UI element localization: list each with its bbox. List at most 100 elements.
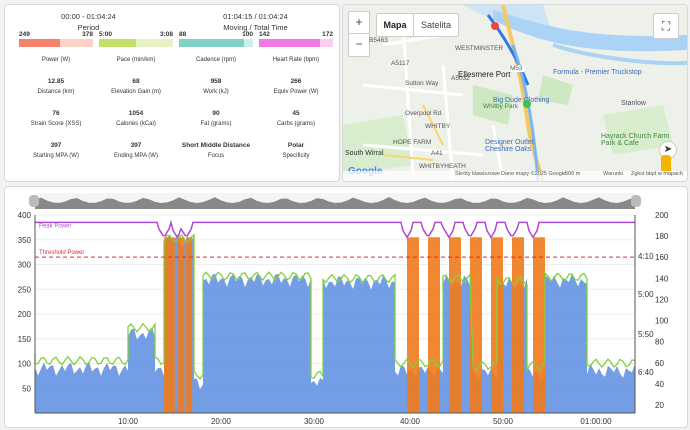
heart-rate-range-rest (320, 39, 333, 47)
y-tick-left: 250 (18, 285, 32, 294)
power-chart[interactable]: 400 350 300 250 200 150 100 50 200 180 160 140 120 10… (5, 187, 687, 427)
interval-block (428, 237, 440, 413)
route-start-marker[interactable] (491, 22, 499, 30)
zoom-in-button[interactable]: + (348, 11, 370, 35)
pace-range-bar (99, 39, 173, 47)
power-range-rest (60, 39, 93, 47)
heart-rate-max: 172 (322, 31, 333, 38)
metric-label: Focus (207, 153, 225, 159)
route-map[interactable]: + − Mapa Satelita ⛶ Ellesmere Port WESTM… (342, 4, 688, 182)
map-footer (343, 171, 687, 181)
map-data-credit: Dane mapy ©2025 Google (501, 171, 567, 177)
map-label-whitbyheath: WHITBYHEATH (419, 163, 466, 170)
metric: 958 Work (kJ) (176, 77, 256, 97)
metric-value: 45 (292, 110, 300, 117)
map-label-hayrack: Hayrack Church Farm Park & Cafe (601, 133, 670, 147)
fullscreen-button[interactable]: ⛶ (653, 13, 679, 39)
interval-block (177, 237, 185, 413)
y-tick-left: 100 (18, 360, 32, 369)
interval-block (186, 237, 193, 413)
x-tick: 20:00 (211, 417, 232, 426)
interval-block (533, 237, 545, 413)
metric-value: 397 (130, 142, 142, 149)
map-label-b5463: B5463 (369, 37, 388, 44)
metric-label: Work (kJ) (203, 89, 229, 95)
period-header: 00:00 - 01:04:24 Period (5, 11, 172, 33)
pegman-icon[interactable] (661, 155, 671, 173)
map-label-ellesmere: Ellesmere Port (458, 70, 511, 79)
y-tick-pace: 5:50 (638, 330, 654, 339)
y-tick-left: 300 (18, 261, 32, 270)
metric-label: Calories (kCal) (116, 121, 156, 127)
y-tick-left: 200 (18, 310, 32, 319)
y-tick-hr: 60 (655, 359, 664, 368)
power-range-fill (19, 39, 60, 47)
map-label-hope-farm: HOPE FARM (393, 139, 432, 146)
x-tick: 10:00 (118, 417, 139, 426)
power-chart-panel: 400 350 300 250 200 150 100 50 200 180 160 140 120 10… (4, 186, 688, 428)
y-tick-hr: 100 (655, 317, 669, 326)
y-tick-hr: 40 (655, 380, 664, 389)
y-tick-left: 150 (18, 335, 32, 344)
map-label-a5117: A5117 (391, 60, 410, 67)
pace-min: 5:00 (99, 31, 113, 38)
pace-max: 3:08 (159, 31, 173, 38)
map-report-link[interactable]: Zgłoś błąd w mapach (631, 171, 683, 177)
power-range-bar (19, 39, 93, 47)
route-end-marker[interactable] (523, 100, 531, 108)
heart-rate-label: Heart Rate (bpm) (272, 57, 320, 63)
metric-label: Strain Score (XSS) (30, 121, 82, 127)
map-label-formula: Formula - Premier Truckstop (553, 69, 642, 76)
metric-label: Carbs (grams) (276, 121, 316, 127)
metric-label: Fat (grams) (200, 121, 232, 127)
y-tick-left: 50 (22, 384, 31, 393)
zoom-out-button[interactable]: − (348, 33, 370, 57)
map-label-whitby-park: Whitby Park (483, 103, 519, 110)
cadence-min: 88 (179, 31, 187, 38)
period-value: 00:00 - 01:04:24 (61, 12, 116, 21)
metric-value: 397 (50, 142, 62, 149)
map-label-a41: A41 (431, 150, 443, 157)
y-tick-left: 350 (18, 236, 32, 245)
metric-label: Ending MPA (W) (114, 153, 158, 159)
heart-rate-min: 142 (259, 31, 270, 38)
map-terms-link[interactable]: Warunki (603, 171, 623, 177)
metric-value: 68 (132, 78, 140, 85)
metric: 397 Starting MPA (W) (16, 141, 96, 161)
y-tick-pace: 6:40 (638, 368, 654, 377)
pace-range-rest (136, 39, 173, 47)
power-min: 249 (19, 31, 30, 38)
moving-value: 01:04:15 / 01:04:24 (223, 12, 288, 21)
pace-range-fill (99, 39, 136, 47)
y-tick-hr: 20 (655, 401, 664, 410)
map-label-stanlow: Stanlow (621, 100, 646, 107)
overview-handle-right[interactable] (631, 195, 641, 207)
y-tick-left: 400 (18, 211, 32, 220)
heart-rate-range-fill (259, 39, 320, 47)
cadence-range-rest (244, 39, 253, 47)
overview-elevation (35, 197, 635, 209)
cadence-range-bar (179, 39, 253, 47)
moving-header: 01:04:15 / 01:04:24 Moving / Total Time (172, 11, 339, 33)
map-shortcuts-link[interactable]: Skróty klawiszowe (455, 171, 500, 177)
interval-block (164, 237, 175, 413)
y-tick-hr: 160 (655, 253, 669, 262)
interval-block (512, 237, 524, 413)
x-tick: 01:00:00 (580, 417, 612, 426)
satellite-tab[interactable]: Satelita (413, 13, 459, 37)
stats-panel: 00:00 - 01:04:24 Period 01:04:15 / 01:04… (4, 4, 340, 182)
map-label-a5032: A5032 (451, 75, 470, 82)
map-label-south-wirral: South Wirral (345, 150, 384, 157)
map-label-big-dude: Big Dude Clothing (493, 97, 550, 104)
map-label-m53: M53 (509, 65, 524, 72)
metric-value: 1054 (128, 110, 144, 117)
metric: 68 Elevation Gain (m) (96, 77, 176, 97)
overview-handle-left[interactable] (29, 195, 39, 207)
period-label: Period (77, 23, 100, 32)
pace-line (34, 233, 636, 380)
map-tab[interactable]: Mapa (376, 13, 414, 37)
interval-block (449, 237, 461, 413)
peak-power-label: Peak Power (39, 223, 71, 229)
y-tick-pace: 4:10 (638, 252, 654, 261)
metric-value: 266 (290, 78, 302, 85)
